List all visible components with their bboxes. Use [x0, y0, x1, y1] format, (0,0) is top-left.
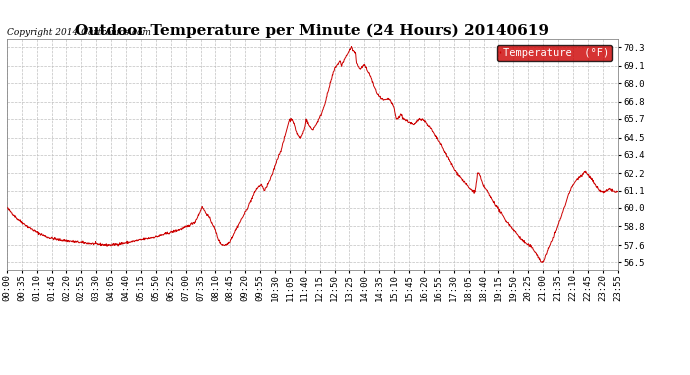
Legend: Temperature  (°F): Temperature (°F): [497, 45, 612, 61]
Text: Copyright 2014 Cartronics.com: Copyright 2014 Cartronics.com: [7, 28, 151, 37]
Title: Outdoor Temperature per Minute (24 Hours) 20140619: Outdoor Temperature per Minute (24 Hours…: [75, 24, 549, 38]
